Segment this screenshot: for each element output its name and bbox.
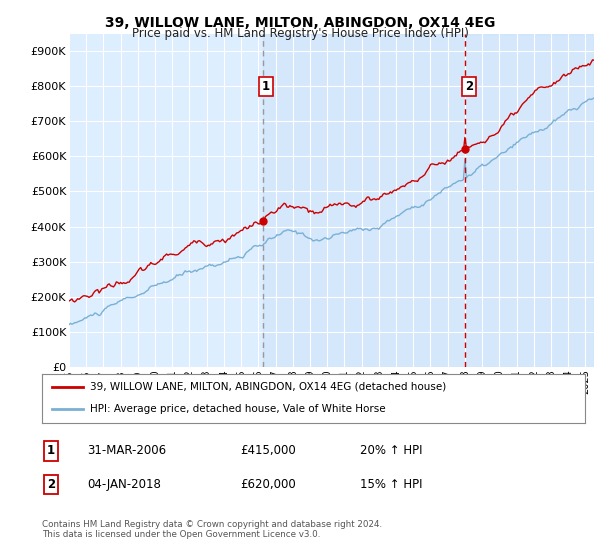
Text: £415,000: £415,000	[240, 444, 296, 458]
Text: 39, WILLOW LANE, MILTON, ABINGDON, OX14 4EG: 39, WILLOW LANE, MILTON, ABINGDON, OX14 …	[105, 16, 495, 30]
Text: Price paid vs. HM Land Registry's House Price Index (HPI): Price paid vs. HM Land Registry's House …	[131, 27, 469, 40]
Text: 20% ↑ HPI: 20% ↑ HPI	[360, 444, 422, 458]
Text: 1: 1	[262, 80, 270, 93]
Text: 15% ↑ HPI: 15% ↑ HPI	[360, 478, 422, 491]
Text: 39, WILLOW LANE, MILTON, ABINGDON, OX14 4EG (detached house): 39, WILLOW LANE, MILTON, ABINGDON, OX14 …	[90, 382, 446, 392]
Text: HPI: Average price, detached house, Vale of White Horse: HPI: Average price, detached house, Vale…	[90, 404, 385, 414]
Text: 2: 2	[47, 478, 55, 491]
Text: 2: 2	[464, 80, 473, 93]
Text: 04-JAN-2018: 04-JAN-2018	[87, 478, 161, 491]
Bar	[263, 34, 594, 367]
Text: 31-MAR-2006: 31-MAR-2006	[87, 444, 166, 458]
Text: 1: 1	[47, 444, 55, 458]
Text: £620,000: £620,000	[240, 478, 296, 491]
Text: Contains HM Land Registry data © Crown copyright and database right 2024.
This d: Contains HM Land Registry data © Crown c…	[42, 520, 382, 539]
